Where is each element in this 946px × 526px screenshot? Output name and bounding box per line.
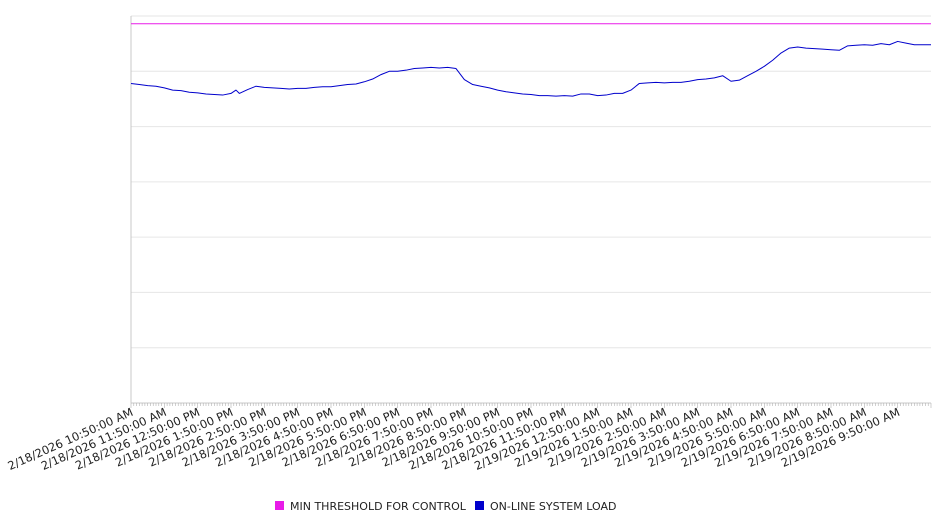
- x-minor-ticks: [130, 403, 932, 408]
- legend-swatch-min-threshold: [275, 501, 284, 510]
- legend-label-online-system-load: ON-LINE SYSTEM LOAD: [490, 500, 616, 513]
- legend-swatch-online-system-load: [475, 501, 484, 510]
- x-tick-labels: 2/18/2026 10:50:00 AM2/18/2026 11:50:00 …: [6, 405, 902, 473]
- legend: MIN THRESHOLD FOR CONTROL ON-LINE SYSTEM…: [275, 500, 616, 513]
- series-online-system-load-line: [130, 40, 931, 97]
- legend-label-min-threshold: MIN THRESHOLD FOR CONTROL: [290, 500, 467, 513]
- series-layer: [130, 23, 931, 97]
- grid-lines: [131, 15, 931, 349]
